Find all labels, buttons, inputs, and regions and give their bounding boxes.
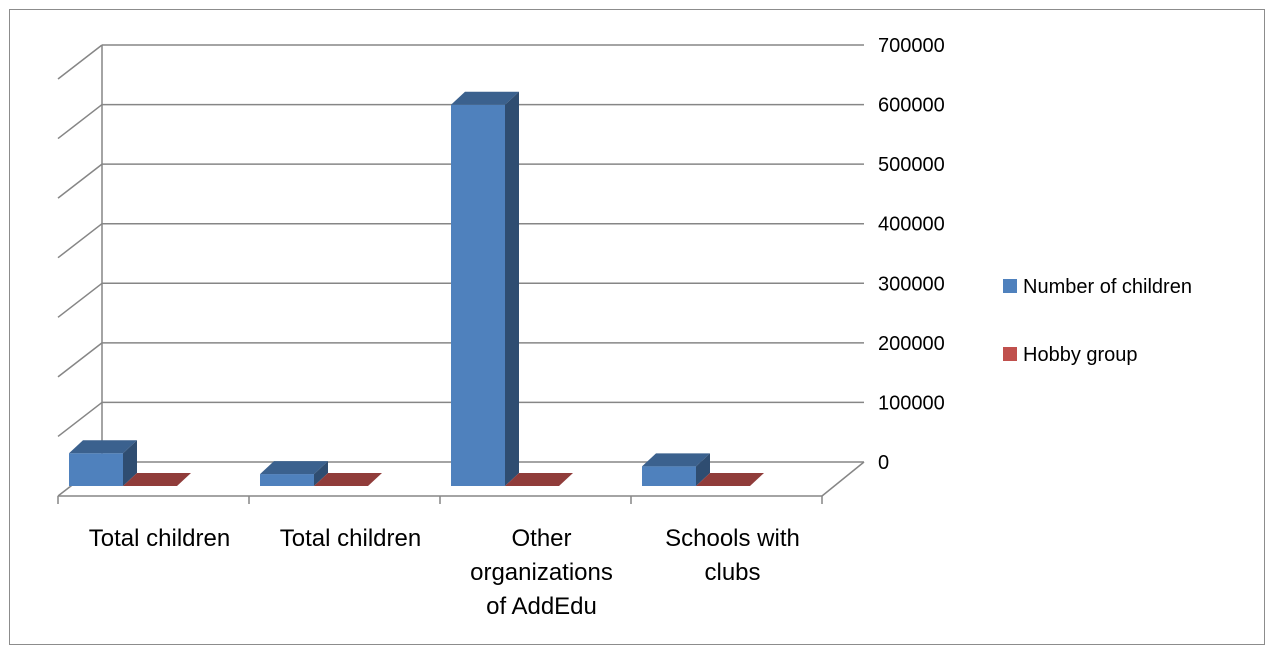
y-tick-label: 100000 <box>878 392 945 414</box>
bar-number-of-children-1 <box>69 440 137 486</box>
side-gridline <box>57 342 103 378</box>
legend: Number of children Hobby group <box>1003 276 1192 366</box>
y-tick-label: 500000 <box>878 154 945 176</box>
side-gridline <box>57 103 103 140</box>
side-gridline <box>57 401 103 438</box>
y-tick-label: 300000 <box>878 273 945 295</box>
y-axis-ticks: 0 100000 200000 300000 400000 500000 600000 700… <box>878 35 945 474</box>
x-category-label: Total children <box>280 525 421 552</box>
y-tick-label: 600000 <box>878 95 945 117</box>
y-tick-label: 0 <box>878 452 889 474</box>
chart-frame <box>9 9 1265 645</box>
y-tick-label: 200000 <box>878 333 945 355</box>
bar-number-of-children-4 <box>642 453 710 486</box>
side-gridline <box>57 44 103 80</box>
legend-label: Number of children <box>1023 276 1192 298</box>
bar-hobby-group-4 <box>696 473 764 486</box>
legend-swatch <box>1003 279 1017 293</box>
bar-hobby-group-2 <box>314 473 382 486</box>
bar-hobby-group-1 <box>123 473 191 486</box>
x-category-label: Total children <box>89 525 230 552</box>
legend-label: Hobby group <box>1023 344 1138 366</box>
x-axis-labels: Total children Total children Other organiz… <box>89 525 800 620</box>
legend-swatch <box>1003 347 1017 361</box>
bars <box>69 91 764 486</box>
y-tick-label: 400000 <box>878 214 945 236</box>
bar-number-of-children-2 <box>260 461 328 486</box>
x-category-label: Other organizations of AddEdu <box>470 525 613 620</box>
side-gridline <box>57 163 103 199</box>
side-gridline <box>57 282 103 318</box>
floor-right-edge <box>821 461 865 497</box>
bar-number-of-children-3 <box>451 91 519 486</box>
side-gridline <box>57 223 103 259</box>
bar-hobby-group-3 <box>505 473 573 486</box>
x-category-label: Schools with clubs <box>665 525 800 586</box>
y-tick-label: 700000 <box>878 35 945 57</box>
